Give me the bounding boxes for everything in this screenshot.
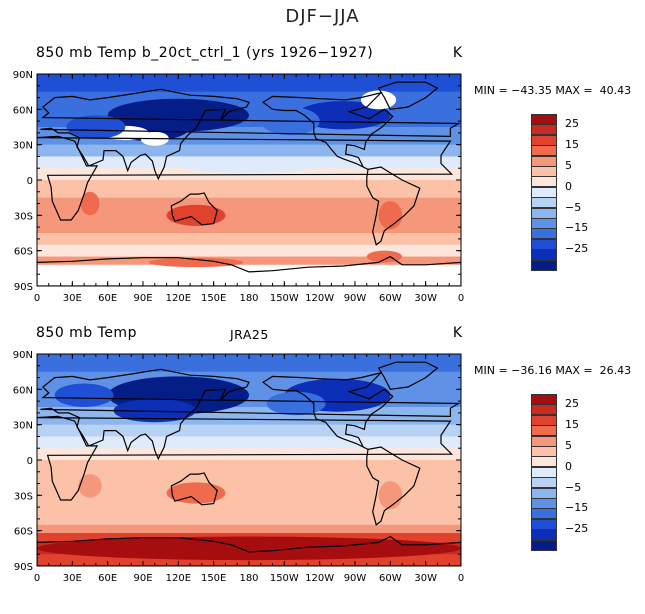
lon-tick-label: 60W bbox=[379, 293, 402, 304]
colorbar-swatch bbox=[531, 466, 557, 478]
colorbar-swatch bbox=[531, 124, 557, 136]
lat-tick-label: 30N bbox=[13, 141, 33, 152]
colorbar-swatch bbox=[531, 508, 557, 520]
colorbar-swatch bbox=[531, 114, 557, 125]
lon-tick-label: 90E bbox=[133, 573, 152, 584]
lon-tick-label: 90W bbox=[344, 293, 367, 304]
colorbar-label: 15 bbox=[565, 138, 579, 152]
lat-tick-label: 30N bbox=[13, 421, 33, 432]
colorbar-label: 0 bbox=[565, 179, 572, 193]
colorbar-label: 5 bbox=[565, 439, 572, 452]
colorbar-swatch bbox=[531, 218, 557, 230]
colorbar-swatch bbox=[531, 228, 557, 240]
colorbar-swatch bbox=[531, 134, 557, 146]
colorbar-label: 25 bbox=[565, 117, 579, 131]
colorbar-swatch bbox=[531, 414, 557, 426]
lat-tick-label: 60N bbox=[13, 105, 33, 116]
figure-title: DJF−JJA bbox=[285, 6, 360, 27]
colorbar-label: 15 bbox=[565, 418, 579, 432]
lon-tick-label: 30E bbox=[63, 573, 82, 584]
colorbar-swatch bbox=[531, 518, 557, 530]
lon-tick-label: 60E bbox=[98, 293, 117, 304]
colorbar-swatch bbox=[531, 186, 557, 198]
panel-reanalysis: 850 mb Temp JRA25 K MIN = −36.16 MAX = 2… bbox=[0, 324, 645, 614]
lon-tick-label: 150E bbox=[201, 293, 226, 304]
lon-tick-label: 120W bbox=[305, 573, 334, 584]
colorbar-label: −5 bbox=[565, 480, 582, 494]
panel-title: 850 mb Temp b_20ct_ctrl_1 (yrs 1926−1927… bbox=[36, 45, 374, 61]
lat-tick-label: 0 bbox=[27, 176, 33, 187]
colorbar-swatch bbox=[531, 435, 557, 447]
lat-tick-label: 90S bbox=[14, 562, 33, 573]
colorbar-swatch bbox=[531, 425, 557, 437]
colorbar-label: 0 bbox=[565, 459, 572, 473]
colorbar-swatch bbox=[531, 145, 557, 157]
min-max-readout: MIN = −43.35 MAX = 40.43 bbox=[474, 84, 632, 97]
min-max-readout: MIN = −36.16 MAX = 26.43 bbox=[474, 364, 632, 377]
lon-tick-label: 120W bbox=[305, 293, 334, 304]
colorbar-label: −15 bbox=[565, 501, 589, 515]
lat-tick-label: 0 bbox=[27, 456, 33, 467]
lon-tick-label: 60W bbox=[379, 573, 402, 584]
lon-tick-label: 120E bbox=[166, 293, 191, 304]
units-label: K bbox=[452, 45, 462, 61]
colorbar-label: 25 bbox=[565, 397, 579, 411]
lat-tick-label: 30S bbox=[14, 211, 33, 222]
colorbar-swatch bbox=[531, 166, 557, 178]
colorbar: 25 15 5 0 −5 −15 −25 bbox=[531, 394, 588, 551]
lon-tick-label: 150W bbox=[270, 573, 299, 584]
lon-tick-label: 120E bbox=[166, 573, 191, 584]
lon-tick-label: 30E bbox=[63, 293, 82, 304]
colorbar-swatch bbox=[531, 446, 557, 458]
lat-tick-label: 90N bbox=[13, 350, 33, 361]
lon-tick-label: 180 bbox=[239, 293, 258, 304]
colorbar-swatch bbox=[531, 456, 557, 468]
lat-tick-label: 90N bbox=[13, 70, 33, 81]
lon-tick-label: 60E bbox=[98, 573, 117, 584]
colorbar-swatch bbox=[531, 238, 557, 250]
colorbar-swatch bbox=[531, 477, 557, 489]
lon-tick-label: 30W bbox=[414, 293, 437, 304]
lat-tick-label: 60S bbox=[14, 247, 33, 258]
lon-tick-label: 0 bbox=[34, 293, 40, 304]
lat-tick-label: 90S bbox=[14, 282, 33, 293]
lat-tick-label: 60S bbox=[14, 527, 33, 538]
colorbar-swatch bbox=[531, 529, 557, 541]
lon-tick-label: 90E bbox=[133, 293, 152, 304]
colorbar-swatch bbox=[531, 498, 557, 510]
colorbar-swatch bbox=[531, 249, 557, 261]
lon-tick-label: 150E bbox=[201, 573, 226, 584]
colorbar-label: 5 bbox=[565, 159, 572, 172]
colorbar-swatch bbox=[531, 394, 557, 405]
colorbar-swatch bbox=[531, 207, 557, 219]
lon-tick-label: 30W bbox=[414, 573, 437, 584]
colorbar-swatch bbox=[531, 487, 557, 499]
lon-tick-label: 150W bbox=[270, 293, 299, 304]
panel-model: 850 mb Temp b_20ct_ctrl_1 (yrs 1926−1927… bbox=[0, 44, 645, 334]
colorbar-swatch bbox=[531, 404, 557, 416]
colorbar-swatch bbox=[531, 197, 557, 209]
colorbar-swatch bbox=[531, 259, 557, 271]
lon-tick-label: 180 bbox=[239, 573, 258, 584]
colorbar-label: −5 bbox=[565, 200, 582, 214]
colorbar-label: −25 bbox=[565, 242, 589, 256]
lon-tick-label: 0 bbox=[458, 293, 464, 304]
lon-tick-label: 0 bbox=[458, 573, 464, 584]
units-label: K bbox=[452, 325, 462, 341]
colorbar-swatch bbox=[531, 176, 557, 188]
colorbar-label: −25 bbox=[565, 522, 589, 536]
lat-tick-label: 30S bbox=[14, 491, 33, 502]
colorbar: 25 15 5 0 −5 −15 −25 bbox=[531, 114, 588, 271]
panel-subtitle: JRA25 bbox=[230, 327, 269, 342]
colorbar-swatch bbox=[531, 539, 557, 551]
panel-title: 850 mb Temp bbox=[36, 325, 137, 341]
colorbar-swatch bbox=[531, 155, 557, 167]
lon-tick-label: 90W bbox=[344, 573, 367, 584]
lat-tick-label: 60N bbox=[13, 385, 33, 396]
lon-tick-label: 0 bbox=[34, 573, 40, 584]
colorbar-label: −15 bbox=[565, 221, 589, 235]
